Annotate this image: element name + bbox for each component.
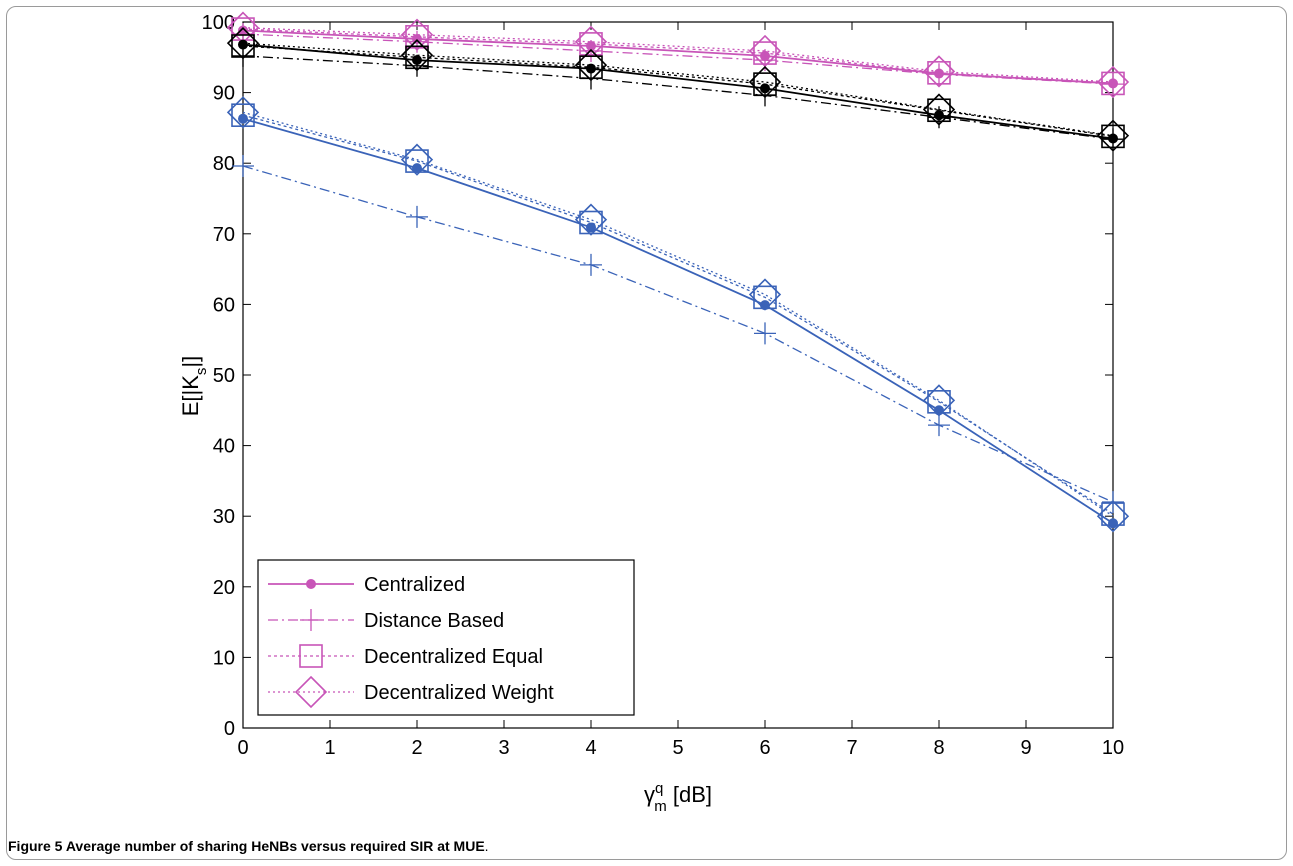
series-line-black-centralized [242, 43, 1114, 140]
series-line-blue-weight [242, 111, 1114, 517]
point-square-marker [1101, 71, 1125, 96]
point-square-marker [405, 25, 429, 49]
point-diamond-marker [1096, 65, 1130, 99]
point-diamond-marker [1096, 119, 1130, 152]
point-square-marker [579, 32, 603, 56]
point-square-marker [579, 55, 603, 79]
legend-label: Distance Based [364, 610, 504, 632]
series-line-blue-equal [242, 114, 1114, 515]
y-tick-label: 40 [213, 436, 235, 458]
series-line-magenta-weight [242, 26, 1114, 83]
point-square-marker [1101, 124, 1125, 149]
point-square-marker [299, 644, 323, 668]
point-square-marker [405, 45, 429, 70]
x-tick-label: 7 [846, 737, 857, 759]
y-tick-label: 30 [213, 506, 235, 528]
x-tick-label: 4 [585, 737, 596, 759]
point-diamond-marker [922, 93, 956, 126]
point-plus-marker [300, 609, 322, 631]
series-layer [226, 11, 1130, 533]
x-tick-label: 9 [1020, 737, 1031, 759]
y-tick-label: 10 [213, 647, 235, 669]
point-diamond-marker [1096, 500, 1130, 533]
point-plus-marker [406, 54, 428, 77]
point-diamond-marker [574, 203, 608, 236]
point-plus-marker [232, 155, 254, 178]
y-tick-label: 90 [213, 83, 235, 105]
point-dot-marker [238, 113, 248, 124]
point-plus-marker [406, 205, 428, 228]
y-tick-label: 60 [213, 294, 235, 316]
y-tick-label: 100 [202, 12, 235, 34]
x-tick-label: 0 [237, 737, 248, 759]
point-plus-marker [580, 253, 602, 276]
series-line-magenta-distance [242, 33, 1114, 85]
series-line-blue-centralized [242, 117, 1114, 525]
x-tick-label: 3 [498, 737, 509, 759]
x-tick-label: 2 [411, 737, 422, 759]
series-line-blue-distance [242, 165, 1114, 503]
point-diamond-marker [922, 384, 956, 417]
x-tick-label: 8 [933, 737, 944, 759]
x-tick-label: 5 [672, 737, 683, 759]
point-plus-marker [928, 63, 950, 86]
legend-label: Decentralized Weight [364, 682, 554, 704]
point-diamond-marker [226, 27, 260, 60]
point-plus-marker [754, 322, 776, 345]
point-plus-marker [232, 44, 254, 67]
point-square-marker [405, 149, 429, 173]
figure-caption: Figure 5 Average number of sharing HeNBs… [8, 838, 489, 854]
y-axis-label: E[|Ks|] [178, 356, 210, 417]
y-tick-label: 70 [213, 224, 235, 246]
point-square-marker [753, 72, 777, 96]
y-tick-label: 0 [224, 718, 235, 740]
point-diamond-marker [574, 48, 608, 82]
point-diamond-marker [748, 65, 782, 99]
legend: Centralized Distance Based Decentralized E… [257, 559, 635, 716]
point-diamond-marker [400, 143, 434, 176]
y-tick-label: 50 [213, 365, 235, 387]
y-tick-label: 80 [213, 153, 235, 175]
point-square-marker [927, 390, 951, 414]
point-diamond-marker [400, 39, 434, 72]
point-square-marker [927, 98, 951, 123]
point-plus-marker [1102, 128, 1124, 151]
series-line-black-weight [242, 42, 1114, 137]
point-diamond-marker [294, 675, 328, 709]
point-diamond-marker [226, 96, 260, 129]
legend-label: Centralized [364, 574, 465, 596]
caption-end: . [484, 838, 489, 854]
series-line-magenta-equal [242, 28, 1114, 85]
x-tick-label: 10 [1102, 737, 1124, 759]
point-square-marker [927, 61, 951, 85]
series-line-black-distance [242, 55, 1114, 140]
x-axis-label: γq m [dB] [644, 780, 712, 815]
series-line-black-equal [242, 45, 1114, 138]
point-square-marker [579, 210, 603, 235]
point-square-marker [753, 285, 777, 310]
point-square-marker [1101, 502, 1125, 526]
caption-label: Figure 5 [8, 838, 63, 854]
legend-box [257, 559, 635, 716]
point-dot-marker [586, 222, 596, 233]
y-tick-label: 20 [213, 577, 235, 599]
point-plus-marker [928, 414, 950, 437]
legend-label: Decentralized Equal [364, 646, 543, 668]
point-diamond-marker [400, 18, 434, 51]
caption-text: Average number of sharing HeNBs versus r… [62, 838, 485, 854]
x-tick-label: 1 [324, 737, 335, 759]
point-diamond-marker [922, 55, 956, 88]
point-diamond-marker [748, 278, 782, 311]
figure-frame [6, 6, 1287, 860]
point-square-marker [753, 41, 777, 65]
point-square-marker [231, 34, 255, 58]
x-tick-label: 6 [759, 737, 770, 759]
point-dot-marker [306, 579, 316, 589]
point-plus-marker [1102, 73, 1124, 96]
point-dot-marker [1108, 518, 1118, 529]
